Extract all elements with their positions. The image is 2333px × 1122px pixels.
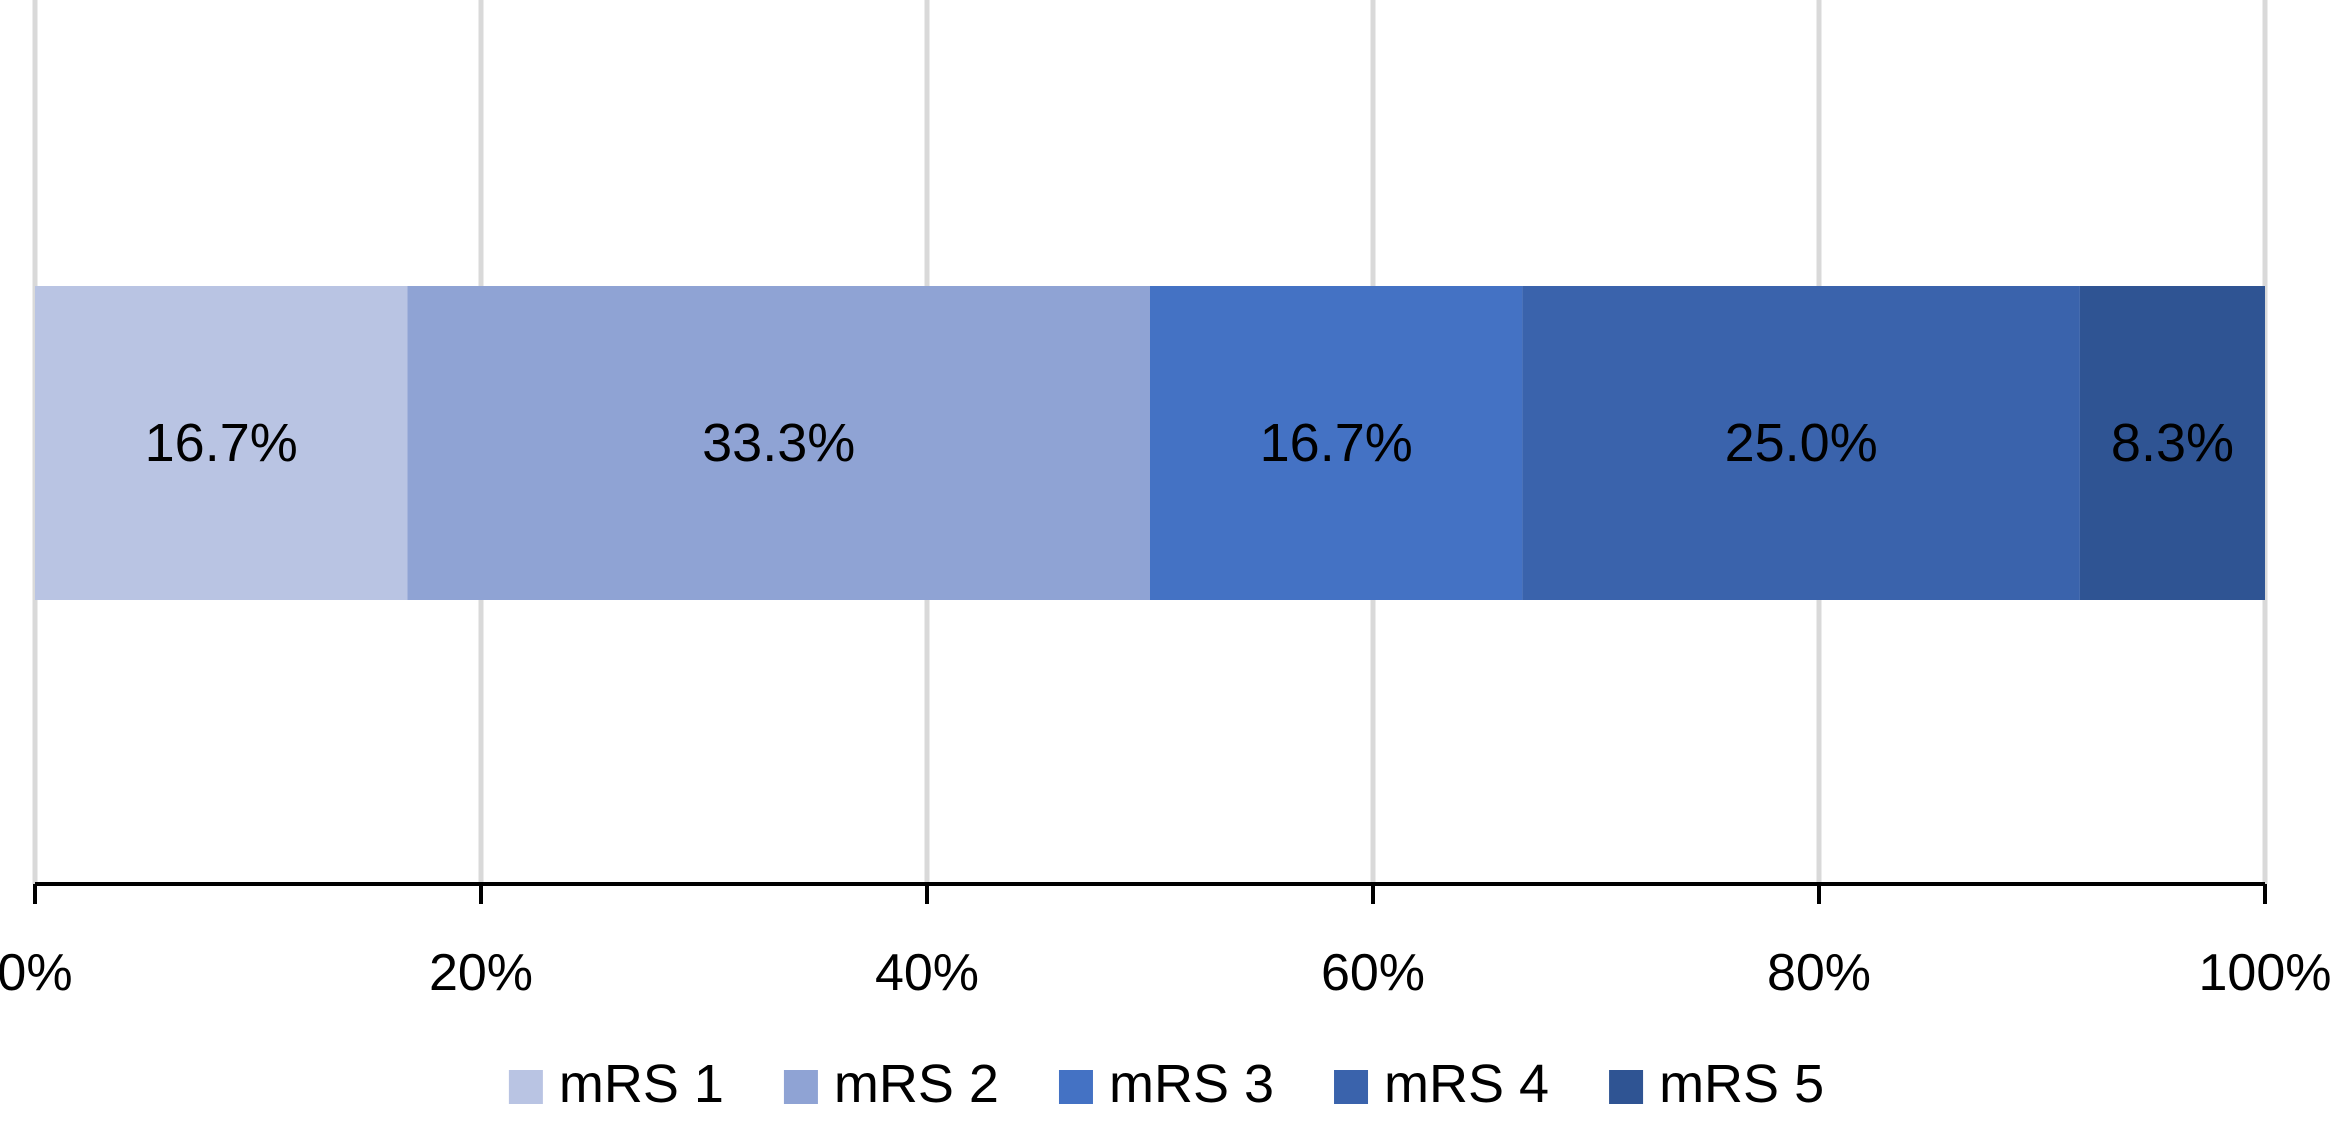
legend-label-5: mRS 5 — [1659, 1054, 1824, 1114]
legend-label-3: mRS 3 — [1109, 1054, 1274, 1114]
legend-label-1: mRS 1 — [559, 1054, 724, 1114]
x-axis: 0% 20% 40% 60% 80% 100% — [0, 882, 2332, 1002]
bar-segment-4 — [1522, 286, 2080, 600]
data-label-4: 25.0% — [1725, 413, 1878, 473]
legend-label-4: mRS 4 — [1384, 1054, 1549, 1114]
data-label-2: 33.3% — [702, 413, 855, 473]
legend-item-2: mRS 2 — [783, 1054, 999, 1114]
x-tick-label-1: 20% — [429, 944, 533, 1002]
legend: mRS 1 mRS 2 mRS 3 mRS 4 mRS 5 — [508, 1054, 1824, 1114]
legend-item-5: mRS 5 — [1609, 1054, 1824, 1114]
legend-item-3: mRS 3 — [1058, 1054, 1274, 1114]
legend-swatch-4 — [1334, 1070, 1369, 1104]
bar-segment-2 — [407, 286, 1150, 600]
legend-swatch-5 — [1609, 1070, 1644, 1104]
bar-segment-1 — [35, 286, 408, 600]
bar-segment-5 — [2079, 286, 2265, 600]
legend-swatch-3 — [1058, 1070, 1093, 1104]
legend-item-1: mRS 1 — [508, 1054, 724, 1114]
x-tick-label-2: 40% — [875, 944, 979, 1002]
x-tick-label-4: 80% — [1767, 944, 1871, 1002]
legend-swatch-2 — [783, 1070, 818, 1104]
x-tick-label-3: 60% — [1321, 944, 1425, 1002]
data-labels: 16.7% 33.3% 16.7% 25.0% 8.3% — [145, 413, 2234, 473]
x-tick-label-5: 100% — [2199, 944, 2332, 1002]
data-label-5: 8.3% — [2111, 413, 2234, 473]
legend-item-4: mRS 4 — [1334, 1054, 1549, 1114]
bar-segment-3 — [1150, 286, 1523, 600]
x-tick-label-0: 0% — [0, 944, 73, 1002]
data-label-1: 16.7% — [145, 413, 298, 473]
legend-swatch-1 — [508, 1070, 543, 1104]
data-label-3: 16.7% — [1260, 413, 1413, 473]
legend-label-2: mRS 2 — [834, 1054, 999, 1114]
bar-segments — [35, 286, 2265, 600]
